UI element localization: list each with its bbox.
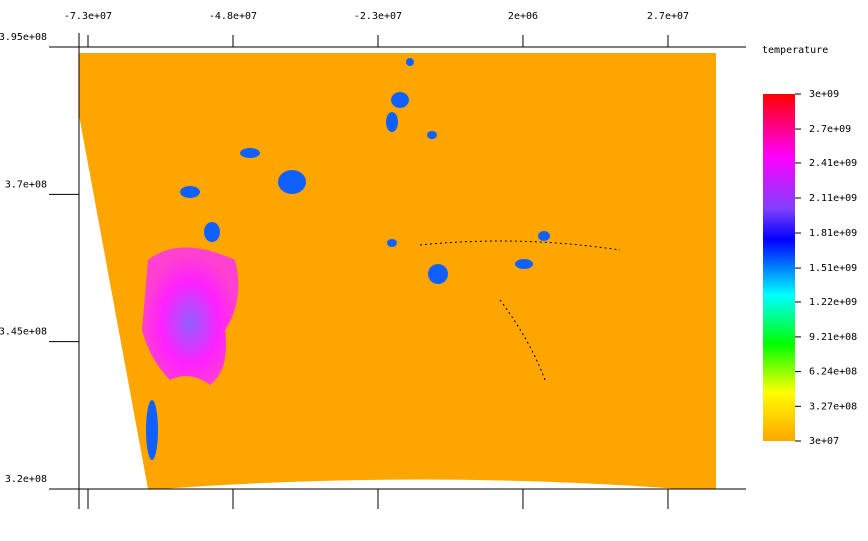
x-tick-label: 2.7e+07	[647, 11, 689, 22]
colorbar-tick-label: 9.21e+08	[809, 332, 857, 343]
x-tick-label: -2.3e+07	[354, 11, 402, 22]
y-tick-label: 3.95e+08	[0, 32, 47, 43]
colorbar-tick-label: 3.27e+08	[809, 401, 857, 412]
colorbar-tick-label: 3e+09	[809, 89, 839, 100]
x-tick-label: -7.3e+07	[64, 11, 112, 22]
y-tick-label: 3.2e+08	[5, 474, 47, 485]
y-tick-label: 3.45e+08	[0, 327, 47, 338]
colorbar	[763, 94, 795, 441]
colorbar-title: temperature	[762, 45, 828, 56]
colorbar-tick-label: 1.81e+09	[809, 228, 857, 239]
field	[79, 53, 716, 489]
colorbar-tick-label: 2.11e+09	[809, 193, 857, 204]
colorbar-tick-label: 3e+07	[809, 436, 839, 447]
colorbar-tick-label: 2.7e+09	[809, 124, 851, 135]
colorbar-tick-label: 1.51e+09	[809, 263, 857, 274]
colorbar-tick-label: 6.24e+08	[809, 367, 857, 378]
colorbar-tick-label: 2.41e+09	[809, 158, 857, 169]
colorbar-tick-label: 1.22e+09	[809, 297, 857, 308]
x-tick-label: -4.8e+07	[209, 11, 257, 22]
x-tick-label: 2e+06	[508, 11, 538, 22]
y-tick-label: 3.7e+08	[5, 179, 47, 190]
